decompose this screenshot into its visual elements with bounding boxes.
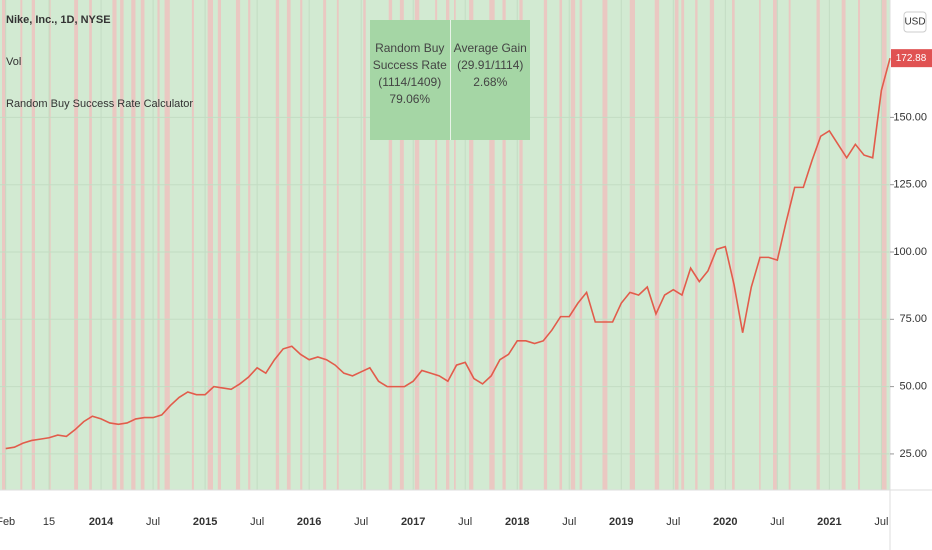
x-tick-label: 2020: [713, 516, 737, 528]
table-cell: (1114/1409): [378, 75, 442, 89]
y-tick-label: 125.00: [893, 179, 927, 191]
stripe: [816, 0, 820, 490]
x-tick-label: Jul: [146, 516, 160, 528]
chart-title: Nike, Inc., 1D, NYSE: [6, 14, 111, 26]
x-tick-label: Jul: [666, 516, 680, 528]
x-tick-label: 2014: [89, 516, 114, 528]
stripe: [446, 0, 450, 490]
x-tick-label: 15: [43, 516, 55, 528]
stripe: [131, 0, 136, 490]
stripe: [48, 0, 51, 490]
stripe: [579, 0, 583, 490]
x-tick-label: Jul: [354, 516, 368, 528]
stripe: [275, 0, 280, 490]
stripe: [788, 0, 791, 490]
stripe: [681, 0, 685, 490]
stripe: [207, 0, 213, 490]
x-tick-label: Feb: [0, 516, 15, 528]
stripe: [695, 0, 698, 490]
stripe: [20, 0, 23, 490]
stripe: [89, 0, 92, 490]
stripe: [140, 0, 145, 490]
stripe: [543, 0, 548, 490]
x-tick-label: 2018: [505, 516, 529, 528]
legend-text: Random Buy Success Rate Calculator: [6, 98, 193, 110]
x-tick-label: Jul: [250, 516, 264, 528]
stripe: [300, 0, 303, 490]
stripe: [570, 0, 576, 490]
stripe: [759, 0, 761, 490]
y-axis-label: USD: [904, 17, 925, 28]
x-tick-label: Jul: [874, 516, 888, 528]
stripe: [732, 0, 735, 490]
stripe: [454, 0, 456, 490]
y-tick-label: 25.00: [899, 448, 927, 460]
stripe: [157, 0, 160, 490]
stripe: [841, 0, 846, 490]
stripe: [31, 0, 35, 490]
stripe: [602, 0, 608, 490]
currency-box[interactable]: [903, 11, 927, 33]
stripe: [248, 0, 251, 490]
stripe: [2, 0, 6, 490]
stripe: [629, 0, 635, 490]
stripe: [489, 0, 495, 490]
stripe: [399, 0, 404, 490]
stripe: [414, 0, 420, 490]
stripe: [112, 0, 117, 490]
stripe: [323, 0, 327, 490]
stripe: [336, 0, 339, 490]
table-cell: 2.68%: [473, 75, 508, 89]
legend-text: Vol: [6, 56, 21, 68]
stripe: [674, 0, 679, 490]
stripe: [773, 0, 777, 490]
x-tick-label: Jul: [562, 516, 576, 528]
table-cell: (29.91/1114): [457, 58, 524, 72]
y-tick-label: 75.00: [899, 313, 927, 325]
x-tick-label: 2021: [817, 516, 841, 528]
stripe: [74, 0, 79, 490]
table-header: Average Gain: [453, 41, 527, 55]
overlay-table: Random Buy Success Rate (1114/1409) 79.0…: [370, 20, 530, 140]
x-tick-label: Jul: [458, 516, 472, 528]
x-tick-label: 2017: [401, 516, 425, 528]
stripe: [286, 0, 291, 490]
table-header: Random Buy Success Rate: [372, 41, 447, 72]
stripe: [363, 0, 366, 490]
grid: [0, 0, 890, 490]
stripe: [235, 0, 241, 490]
stripe: [654, 0, 660, 490]
x-tick-label: Jul: [770, 516, 784, 528]
y-tick-label: 150.00: [893, 111, 927, 123]
table-column: Average Gain (29.91/1114) 2.68%: [449, 20, 531, 140]
stripe: [120, 0, 124, 490]
x-tick-label: 2015: [193, 516, 217, 528]
x-tick-label: 2019: [609, 516, 633, 528]
y-tick-label: 50.00: [899, 381, 927, 393]
stripe: [469, 0, 474, 490]
stripe: [435, 0, 438, 490]
stripe: [217, 0, 222, 490]
stripe: [709, 0, 715, 490]
stripe: [881, 0, 887, 490]
stripe: [519, 0, 523, 490]
stripe: [502, 0, 506, 490]
stripe: [559, 0, 563, 490]
table-column: Random Buy Success Rate (1114/1409) 79.0…: [370, 20, 450, 140]
stripe: [388, 0, 393, 490]
stripe: [858, 0, 861, 490]
x-tick-label: 2016: [297, 516, 321, 528]
signal-stripes: [2, 0, 887, 490]
stripe: [164, 0, 170, 490]
last-price-tag: [891, 49, 932, 68]
last-price-label: 172.88: [896, 53, 927, 64]
price-line: [5, 57, 891, 450]
y-tick-label: 100.00: [893, 246, 927, 258]
stripe: [191, 0, 194, 490]
table-cell: 79.06%: [389, 92, 431, 106]
